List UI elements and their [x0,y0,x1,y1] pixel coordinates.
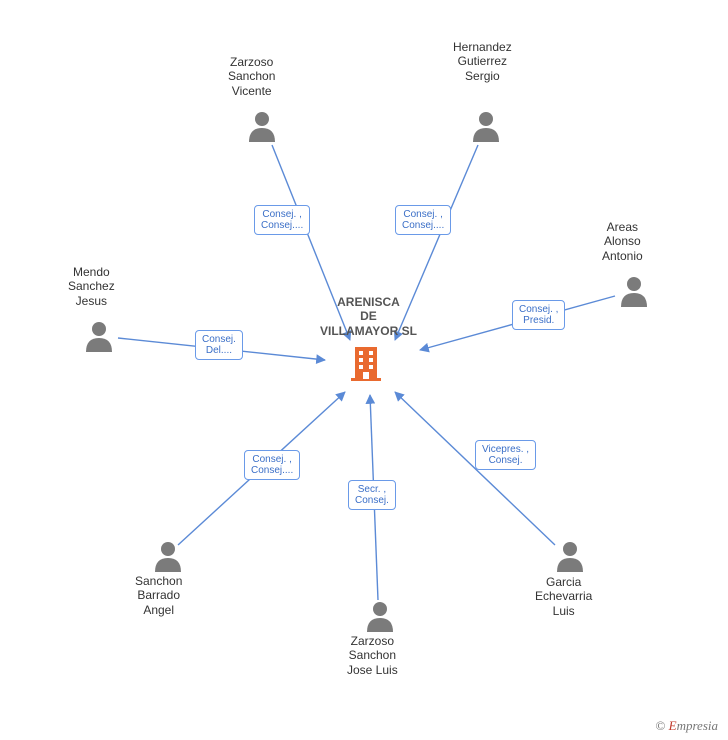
center-label[interactable]: ARENISCA DE VILLAMAYOR SL [320,295,417,338]
person-icon[interactable] [555,540,585,572]
person-label[interactable]: Zarzoso Sanchon Jose Luis [347,634,398,677]
building-icon[interactable] [351,345,381,381]
edge-label[interactable]: Consej. , Consej.... [395,205,451,235]
person-icon[interactable] [619,275,649,307]
person-icon[interactable] [247,110,277,142]
edge-label[interactable]: Consej. , Consej.... [244,450,300,480]
edge-label[interactable]: Consej. Del.... [195,330,243,360]
person-icon[interactable] [365,600,395,632]
person-icon[interactable] [471,110,501,142]
copyright-symbol: © [656,718,666,733]
copyright-rest: mpresia [677,718,718,733]
copyright: © Empresia [656,718,719,734]
person-icon[interactable] [84,320,114,352]
edge-label[interactable]: Vicepres. , Consej. [475,440,536,470]
person-label[interactable]: Areas Alonso Antonio [602,220,643,263]
edge-label[interactable]: Secr. , Consej. [348,480,396,510]
person-label[interactable]: Mendo Sanchez Jesus [68,265,115,308]
person-label[interactable]: Garcia Echevarria Luis [535,575,592,618]
copyright-e: E [669,718,677,733]
person-label[interactable]: Sanchon Barrado Angel [135,574,182,617]
edge-label[interactable]: Consej. , Presid. [512,300,565,330]
person-label[interactable]: Zarzoso Sanchon Vicente [228,55,275,98]
edge-label[interactable]: Consej. , Consej.... [254,205,310,235]
person-label[interactable]: Hernandez Gutierrez Sergio [453,40,512,83]
nodes-layer: Consej. , Consej.... Consej. , Consej....… [0,0,728,740]
diagram-canvas: Consej. , Consej.... Consej. , Consej....… [0,0,728,740]
person-icon[interactable] [153,540,183,572]
